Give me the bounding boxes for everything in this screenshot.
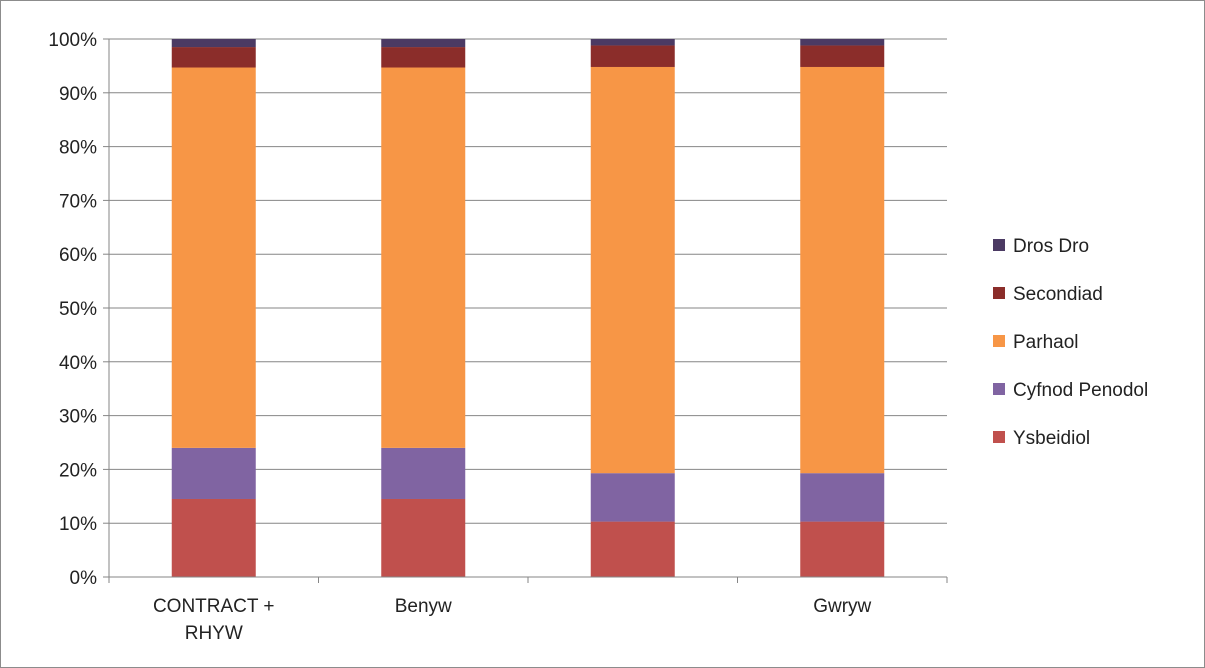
x-category-label: CONTRACT +	[153, 596, 275, 617]
legend-label: Cyfnod Penodol	[1013, 380, 1148, 401]
bar-segment-secondiad	[590, 45, 675, 67]
legend-swatch	[993, 383, 1005, 395]
legend-swatch	[993, 287, 1005, 299]
y-tick-label: 100%	[48, 30, 97, 51]
bar-segment-secondiad	[171, 47, 256, 68]
bar-segment-parhaol	[800, 66, 885, 474]
legend-swatch	[993, 335, 1005, 347]
legend: Dros Dro Secondiad Parhaol Cyfnod Penodol Ys…	[993, 236, 1148, 449]
bar-segment-dros-dro	[590, 39, 675, 46]
y-tick-label: 70%	[59, 191, 97, 212]
bar-segment-dros-dro	[171, 39, 256, 48]
y-tick-label: 60%	[59, 245, 97, 266]
bars	[171, 39, 885, 577]
y-tick-label: 80%	[59, 138, 97, 159]
bar-segment-secondiad	[800, 45, 885, 67]
bar-segment-ysbeidiol	[171, 498, 256, 577]
bar-segment-cyfnod-penodol	[381, 447, 466, 499]
bar-segment-dros-dro	[381, 39, 466, 48]
bar-segment-cyfnod-penodol	[590, 473, 675, 522]
bar-segment-ysbeidiol	[381, 498, 466, 577]
legend-swatch	[993, 431, 1005, 443]
y-tick-label: 20%	[59, 460, 97, 481]
y-tick-label: 10%	[59, 514, 97, 535]
legend-label: Ysbeidiol	[1013, 428, 1090, 449]
y-axis-tick-labels: 0% 10% 20% 30% 40% 50% 60% 70% 80% 90% 100%	[48, 30, 97, 589]
bar-segment-ysbeidiol	[590, 521, 675, 577]
y-tick-label: 0%	[70, 568, 98, 589]
x-category-label: RHYW	[185, 623, 243, 644]
bar-segment-cyfnod-penodol	[171, 447, 256, 499]
bar-segment-cyfnod-penodol	[800, 473, 885, 522]
y-tick-label: 40%	[59, 353, 97, 374]
x-axis-category-labels: CONTRACT + RHYW Benyw Gwryw	[153, 596, 872, 644]
y-tick-label: 30%	[59, 407, 97, 428]
x-category-label: Benyw	[395, 596, 452, 617]
x-category-label: Gwryw	[813, 596, 871, 617]
y-tick-label: 50%	[59, 299, 97, 320]
bar-segment-parhaol	[171, 67, 256, 448]
legend-label: Secondiad	[1013, 284, 1103, 305]
y-tick-label: 90%	[59, 84, 97, 105]
bar-segment-parhaol	[381, 67, 466, 448]
legend-swatch	[993, 239, 1005, 251]
bar-segment-ysbeidiol	[800, 521, 885, 577]
bar-segment-dros-dro	[800, 39, 885, 46]
axes	[108, 39, 948, 583]
bar-segment-parhaol	[590, 66, 675, 474]
bar-segment-secondiad	[381, 47, 466, 68]
legend-label: Parhaol	[1013, 332, 1079, 353]
legend-label: Dros Dro	[1013, 236, 1089, 257]
